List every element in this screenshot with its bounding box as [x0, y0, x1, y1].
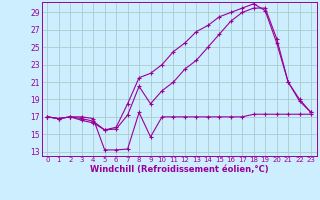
- X-axis label: Windchill (Refroidissement éolien,°C): Windchill (Refroidissement éolien,°C): [90, 165, 268, 174]
